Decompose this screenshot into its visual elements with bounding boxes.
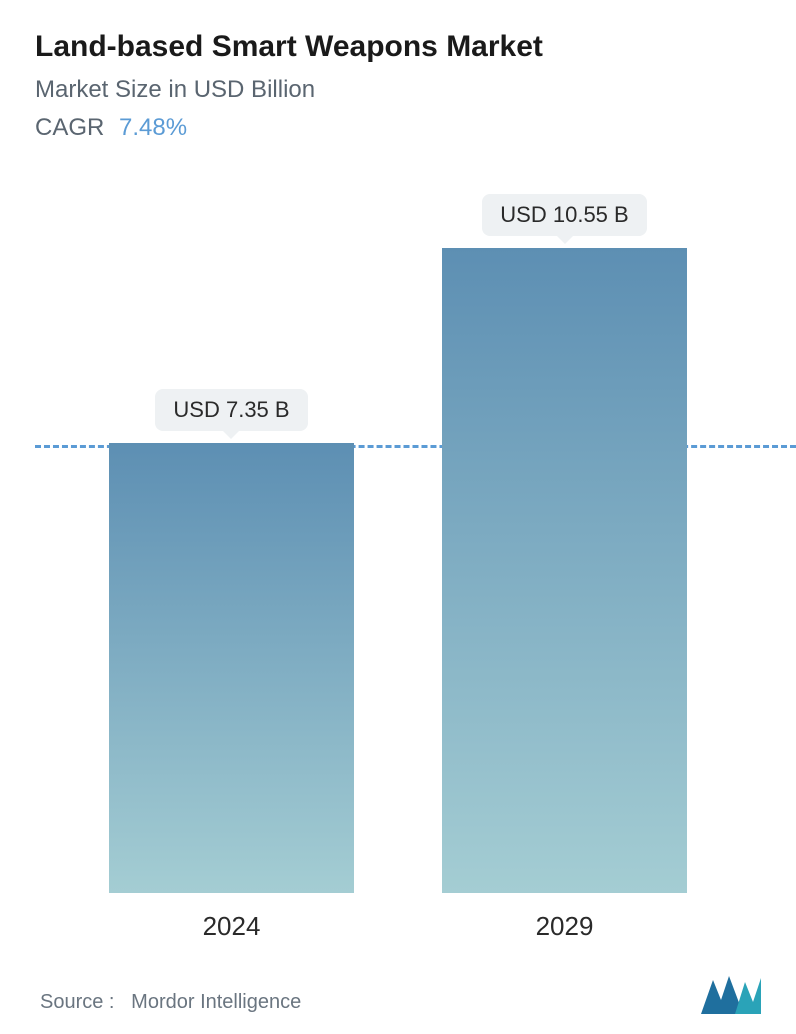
cagr-label: CAGR	[35, 114, 104, 141]
source-text: Source : Mordor Intelligence	[40, 991, 301, 1014]
bar-0	[109, 443, 354, 893]
mordor-logo-icon	[701, 972, 761, 1014]
chart-plot-area: USD 7.35 B 2024 USD 10.55 B 2029	[35, 192, 761, 942]
bar-value-label-1: USD 10.55 B	[482, 194, 646, 236]
bar-group-1: USD 10.55 B 2029	[442, 194, 687, 942]
x-axis-label-0: 2024	[203, 911, 261, 942]
chart-container: Land-based Smart Weapons Market Market S…	[0, 0, 796, 1034]
source-name: Mordor Intelligence	[131, 991, 301, 1013]
cagr-value: 7.48%	[119, 114, 187, 141]
cagr-line: CAGR 7.48%	[35, 114, 761, 142]
bar-group-0: USD 7.35 B 2024	[109, 389, 354, 942]
x-axis-label-1: 2029	[536, 911, 594, 942]
chart-title: Land-based Smart Weapons Market	[35, 30, 761, 64]
chart-subtitle: Market Size in USD Billion	[35, 76, 761, 104]
bar-value-label-0: USD 7.35 B	[155, 389, 307, 431]
source-label: Source :	[40, 991, 114, 1013]
chart-footer: Source : Mordor Intelligence	[35, 942, 761, 1014]
bar-1	[442, 248, 687, 893]
